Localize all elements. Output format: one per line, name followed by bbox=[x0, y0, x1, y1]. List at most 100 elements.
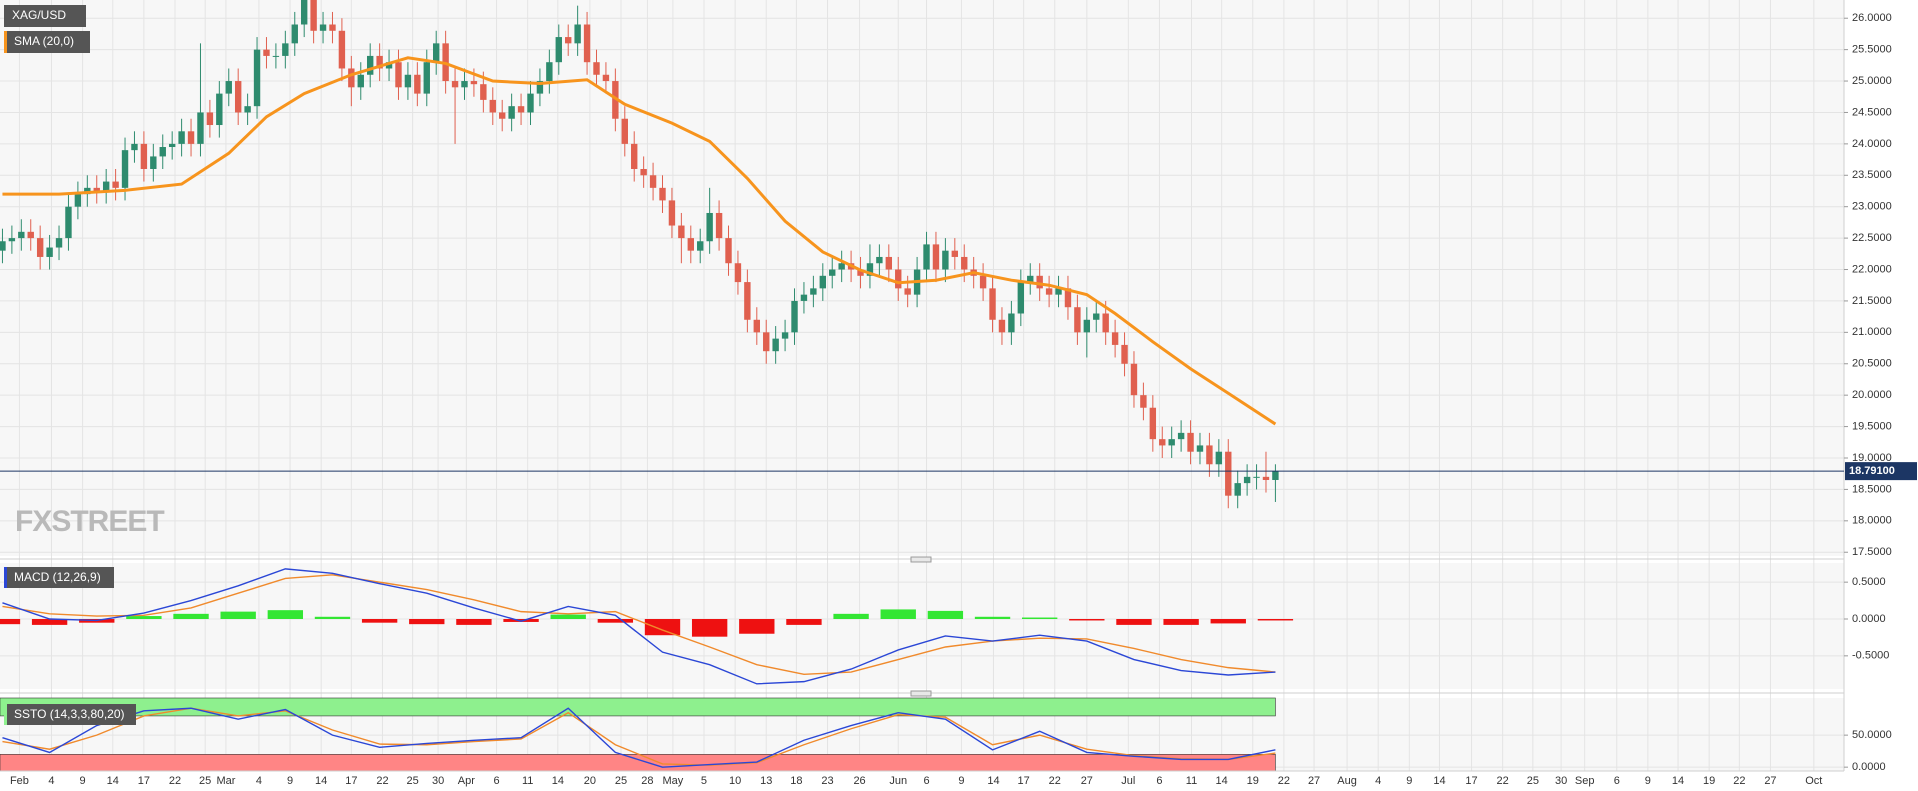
histogram-bar bbox=[1210, 619, 1246, 624]
x-tick-label: 9 bbox=[1406, 775, 1412, 787]
candle-body bbox=[895, 269, 902, 289]
x-tick-label: 6 bbox=[923, 775, 929, 787]
x-tick-label: 30 bbox=[432, 775, 444, 787]
y-tick-label: 24.5000 bbox=[1852, 106, 1892, 118]
x-tick-label: 11 bbox=[1186, 775, 1197, 787]
candle-body bbox=[272, 55, 280, 57]
candle-body bbox=[555, 37, 562, 63]
candle-body bbox=[329, 24, 336, 31]
candle-body bbox=[234, 81, 242, 113]
candle-body bbox=[989, 288, 996, 320]
candle-body bbox=[829, 269, 836, 276]
candle-body bbox=[508, 106, 515, 119]
histogram-bar bbox=[1069, 619, 1105, 621]
candle-body bbox=[1111, 332, 1119, 345]
x-tick-label: 6 bbox=[1614, 775, 1620, 787]
legend-box bbox=[4, 567, 114, 588]
candle-body bbox=[395, 62, 402, 88]
candle-body bbox=[1055, 288, 1062, 295]
x-tick-label: 27 bbox=[1764, 775, 1776, 787]
x-tick-label: 25 bbox=[199, 775, 211, 787]
y-tick-label: 0.0000 bbox=[1852, 761, 1886, 773]
candle-body bbox=[640, 168, 647, 176]
y-tick-label: 0.5000 bbox=[1852, 576, 1886, 588]
candle-body bbox=[348, 68, 355, 88]
legend-label: SSTO (14,3,3,80,20) bbox=[14, 707, 125, 721]
candle-body bbox=[376, 55, 383, 69]
x-tick-label: 9 bbox=[958, 775, 964, 787]
candle-body bbox=[583, 24, 591, 63]
x-tick-label: 14 bbox=[987, 775, 999, 787]
main-panel-bg bbox=[0, 0, 1844, 556]
candle-body bbox=[734, 263, 742, 283]
y-tick-label: 19.5000 bbox=[1852, 420, 1892, 432]
panel-handle bbox=[910, 690, 932, 697]
x-tick-label: 14 bbox=[107, 775, 119, 787]
candle-body bbox=[404, 74, 412, 88]
x-tick-label: 22 bbox=[169, 775, 181, 787]
y-tick-label: -0.5000 bbox=[1852, 650, 1889, 662]
candle-body bbox=[885, 256, 893, 270]
candle-body bbox=[1008, 313, 1015, 333]
y-tick-label: 22.5000 bbox=[1852, 232, 1892, 244]
x-tick-label: Apr bbox=[458, 775, 475, 787]
legend-key bbox=[4, 31, 7, 53]
candle-body bbox=[1253, 476, 1260, 478]
histogram-bar bbox=[409, 619, 445, 625]
k-line bbox=[2, 707, 1276, 768]
x-tick-label: Sep bbox=[1575, 775, 1595, 787]
x-tick-label: Oct bbox=[1805, 775, 1822, 787]
x-tick-label: Jul bbox=[1121, 775, 1135, 787]
candle-body bbox=[1262, 476, 1270, 480]
oversold-band bbox=[0, 754, 1276, 772]
candle-body bbox=[763, 332, 770, 352]
candle-body bbox=[942, 250, 949, 270]
x-tick-label: 22 bbox=[1497, 775, 1509, 787]
candle-body bbox=[810, 288, 817, 295]
y-tick-label: 20.0000 bbox=[1852, 389, 1892, 401]
candle-body bbox=[1215, 451, 1223, 465]
candle-body bbox=[866, 263, 874, 276]
legend-box bbox=[4, 31, 90, 53]
x-tick-label: 14 bbox=[1433, 775, 1445, 787]
candle-body bbox=[1243, 476, 1251, 484]
y-tick-label: 25.5000 bbox=[1852, 44, 1892, 56]
x-tick-label: 26 bbox=[853, 775, 865, 787]
candle-body bbox=[715, 212, 723, 239]
candle-body bbox=[93, 187, 100, 191]
candle-body bbox=[923, 244, 930, 270]
overbought-band bbox=[0, 697, 1276, 717]
candle-body bbox=[1225, 451, 1232, 496]
candle-body bbox=[244, 106, 251, 113]
y-tick-label: 24.0000 bbox=[1852, 138, 1892, 150]
candle-body bbox=[1064, 288, 1072, 308]
candle-body bbox=[36, 238, 44, 257]
y-tick-label: 23.0000 bbox=[1852, 201, 1892, 213]
candle-body bbox=[65, 206, 72, 239]
legend-key bbox=[4, 567, 7, 588]
x-tick-label: 22 bbox=[1049, 775, 1061, 787]
candle-body bbox=[753, 319, 760, 333]
y-tick-label: 25.0000 bbox=[1852, 75, 1892, 87]
candle-body bbox=[1121, 344, 1128, 364]
candle-body bbox=[385, 62, 393, 69]
candle-body bbox=[951, 250, 959, 257]
x-tick-label: 25 bbox=[615, 775, 627, 787]
candle-body bbox=[998, 319, 1006, 333]
x-tick-label: 23 bbox=[821, 775, 833, 787]
candle-body bbox=[433, 43, 440, 63]
x-tick-label: Feb bbox=[10, 775, 29, 787]
candle-body bbox=[1196, 445, 1204, 452]
macd-line bbox=[2, 568, 1276, 685]
candle-body bbox=[197, 112, 204, 144]
histogram-bar bbox=[503, 619, 539, 622]
histogram-bar bbox=[691, 619, 728, 637]
candle-body bbox=[263, 49, 270, 56]
x-tick-label: 19 bbox=[1703, 775, 1715, 787]
candle-body bbox=[904, 288, 911, 295]
x-tick-label: 19 bbox=[1247, 775, 1259, 787]
x-tick-label: 4 bbox=[256, 775, 262, 787]
candle-body bbox=[27, 231, 34, 239]
candle-body bbox=[1045, 288, 1053, 295]
